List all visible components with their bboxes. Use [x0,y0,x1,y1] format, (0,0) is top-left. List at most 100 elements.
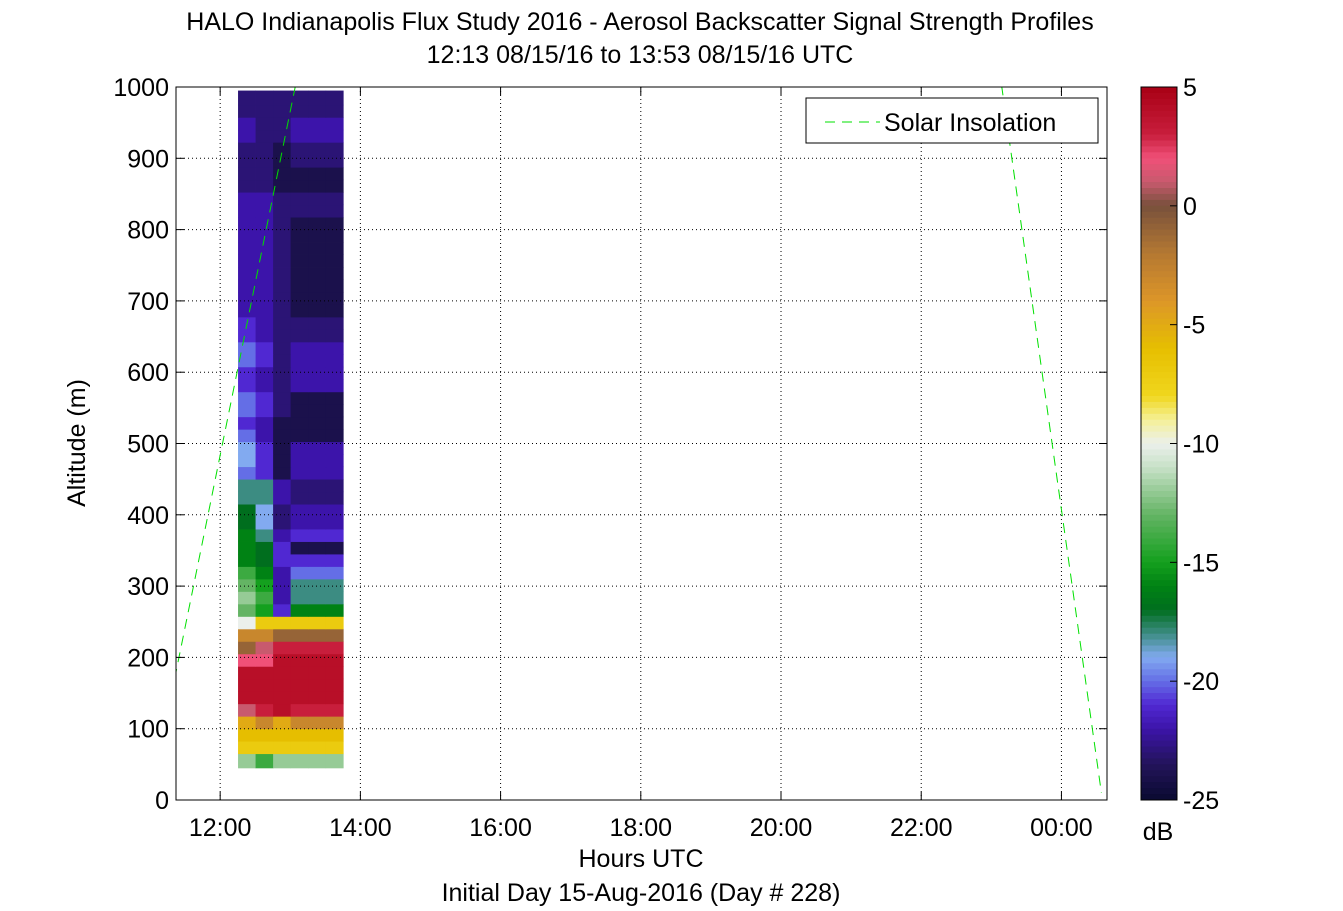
y-tick-label: 500 [127,431,169,459]
heatmap-cell [308,167,327,181]
chart-subtitle: 12:13 08/15/16 to 13:53 08/15/16 UTC [427,41,854,69]
heatmap-cell [308,616,327,630]
heatmap-cell [238,529,256,542]
heatmap-cell [325,653,344,667]
heatmap-cell [273,491,292,505]
heatmap-cell [238,466,256,480]
heatmap-cell [255,391,274,405]
y-tick-label: 1000 [113,74,169,102]
heatmap-cell [273,329,292,343]
heatmap-cell [325,267,344,280]
heatmap-cell [238,504,256,517]
heatmap-cell [238,678,256,692]
legend: Solar Insolation [805,97,1099,144]
colorbar-tick-label: 5 [1183,74,1197,102]
colorbar-axis: 5 0 -5 -10 -15 -20 -25 [1170,74,1219,815]
heatmap-cell [255,753,274,769]
heatmap-cell [308,641,327,655]
colorbar-segment [1141,152,1177,159]
y-axis: 0 100 200 300 400 500 600 700 800 900 1000 [113,74,1107,815]
colorbar-segment [1141,437,1177,444]
colorbar-segment [1141,211,1177,219]
heatmap-cell [308,291,327,305]
colorbar-segment [1141,199,1177,207]
colorbar-segment [1141,413,1177,421]
colorbar-segment [1141,603,1177,611]
heatmap-cell [325,641,344,655]
colorbar-segment [1141,247,1177,254]
colorbar-segment [1141,752,1177,759]
heatmap-cell [290,304,309,318]
heatmap-cell [308,229,327,243]
heatmap-cell [308,703,327,717]
heatmap-cell [290,329,309,343]
heatmap-cell [290,479,309,493]
heatmap-cell [273,391,292,405]
heatmap-cell [255,591,274,605]
colorbar-segment [1141,366,1177,373]
heatmap-cell [238,404,256,418]
colorbar-segment [1141,544,1177,551]
colorbar-segment [1141,289,1177,296]
heatmap-cell [290,504,309,517]
colorbar-segment [1141,104,1177,112]
heatmap-cell [325,541,344,555]
colorbar-segment [1141,740,1177,748]
y-tick-label: 800 [127,217,169,245]
heatmap-cell [290,391,309,405]
heatmap-cell [238,104,256,118]
heatmap-cell [273,578,292,592]
heatmap-cell [273,716,292,730]
heatmap-cell [290,466,309,480]
heatmap-cell [325,304,344,318]
heatmap-cell [238,641,256,655]
colorbar-segment [1141,562,1177,569]
colorbar-segment [1141,395,1177,403]
y-tick-label: 100 [127,716,169,744]
heatmap-cell [273,267,292,280]
heatmap-cell [255,279,274,293]
colorbar-segment [1141,538,1177,546]
heatmap-cell [308,691,327,705]
heatmap-cell [238,716,256,730]
colorbar-segment [1141,170,1177,177]
heatmap-cell [255,341,274,355]
colorbar-segment [1141,342,1177,349]
heatmap-cell [255,366,274,380]
heatmap-cell [273,117,292,131]
heatmap-cell [255,329,274,343]
heatmap-cell [308,578,327,592]
heatmap-cell [273,341,292,355]
colorbar-segment [1141,140,1177,147]
colorbar-segment [1141,182,1177,189]
x-axis-label: Hours UTC [578,845,703,873]
colorbar-segment [1141,592,1177,599]
heatmap-cell [290,192,309,206]
heatmap-cell [238,416,256,430]
heatmap-cell [255,454,274,468]
colorbar-segment [1141,449,1177,456]
heatmap-cell [273,429,292,443]
heatmap-cell [255,192,274,206]
heatmap-cell [308,279,327,293]
colorbar-segment [1141,318,1177,326]
colorbar-segment [1141,574,1177,581]
heatmap-cell [290,441,309,455]
heatmap-cell [255,429,274,443]
heatmap-cell [255,554,274,567]
heatmap-cell [273,254,292,268]
heatmap-cell [255,267,274,280]
heatmap-cell [308,354,327,368]
heatmap-cell [290,379,309,393]
heatmap-cell [290,703,309,717]
x-tick-label: 12:00 [189,814,252,842]
heatmap-cell [308,541,327,555]
colorbar-segment [1141,496,1177,504]
x-axis-label-day: Initial Day 15-Aug-2016 (Day # 228) [442,879,841,907]
heatmap-cell [238,429,256,443]
heatmap-cell [325,204,344,218]
colorbar-segment [1141,627,1177,635]
colorbar-segment [1141,188,1177,195]
heatmap-cell [325,366,344,380]
heatmap-cell [255,541,274,555]
